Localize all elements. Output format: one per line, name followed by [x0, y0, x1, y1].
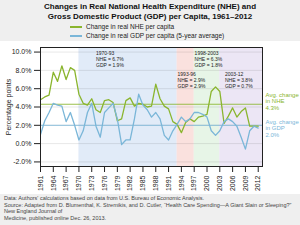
- html-text:Source: Adapted from D. Blumen: Source: Adapted from D. Blumenthal, K. S…: [4, 201, 292, 215]
- svg-text:2009: 2009: [242, 175, 249, 191]
- svg-text:8.0%: 8.0%: [16, 67, 32, 74]
- svg-text:1994: 1994: [178, 175, 185, 191]
- html-text:Medicine, published online Dec: Medicine, published online Dec. 26, 2013…: [4, 214, 107, 221]
- html-text:Change in real NHE per capita: Change in real NHE per capita: [86, 23, 175, 31]
- svg-text:Avg. changein NHE4.3%: Avg. changein NHE4.3%: [266, 92, 300, 111]
- svg-text:1970-93NHE = 6.7%GDP = 1.9%: 1970-93NHE = 6.7%GDP = 1.9%: [96, 50, 124, 68]
- svg-text:6.0%: 6.0%: [16, 85, 32, 92]
- svg-text:2.0%: 2.0%: [16, 122, 32, 129]
- svg-text:1985: 1985: [139, 175, 146, 191]
- svg-text:4.0%: 4.0%: [16, 103, 32, 110]
- svg-text:2012: 2012: [254, 175, 261, 191]
- html-text:Data: Authors' calculations ba: Data: Authors' calculations based on dat…: [4, 195, 205, 202]
- svg-text:-2.0%: -2.0%: [13, 158, 31, 165]
- svg-text:Percentage points: Percentage points: [5, 78, 13, 135]
- svg-text:2003: 2003: [216, 175, 223, 191]
- svg-text:10.0%: 10.0%: [12, 48, 32, 55]
- svg-text:1976: 1976: [101, 175, 108, 191]
- svg-text:2000: 2000: [203, 175, 210, 191]
- svg-text:1979: 1979: [114, 175, 121, 191]
- svg-text:1961: 1961: [37, 175, 44, 191]
- svg-text:1967: 1967: [62, 175, 69, 191]
- svg-text:2003-12NHE = 3.8%GDP = 0.7%: 2003-12NHE = 3.8%GDP = 0.7%: [225, 71, 253, 89]
- svg-text:1991: 1991: [165, 175, 172, 191]
- svg-text:1988: 1988: [152, 175, 159, 191]
- svg-text:1982: 1982: [126, 175, 133, 191]
- svg-text:0.0%: 0.0%: [16, 140, 32, 147]
- svg-text:2006: 2006: [229, 175, 236, 191]
- svg-text:1970: 1970: [75, 175, 82, 191]
- html-text:Change in real GDP per capita: Change in real GDP per capita (5-year av…: [86, 31, 225, 39]
- svg-text:1997: 1997: [190, 175, 197, 191]
- html-text:Changes in Real National Healt: Changes in Real National Health Expendit…: [44, 2, 256, 21]
- svg-text:1993-96NHE = 2.9%GDP = 2.9%: 1993-96NHE = 2.9%GDP = 2.9%: [178, 71, 206, 89]
- svg-text:Avg. changein GDP2.0%: Avg. changein GDP2.0%: [266, 119, 300, 138]
- svg-text:1973: 1973: [88, 175, 95, 191]
- svg-text:1964: 1964: [50, 175, 57, 191]
- svg-text:1998-2003NHE = 6.3%GDP = 1.8%: 1998-2003NHE = 6.3%GDP = 1.8%: [195, 50, 223, 68]
